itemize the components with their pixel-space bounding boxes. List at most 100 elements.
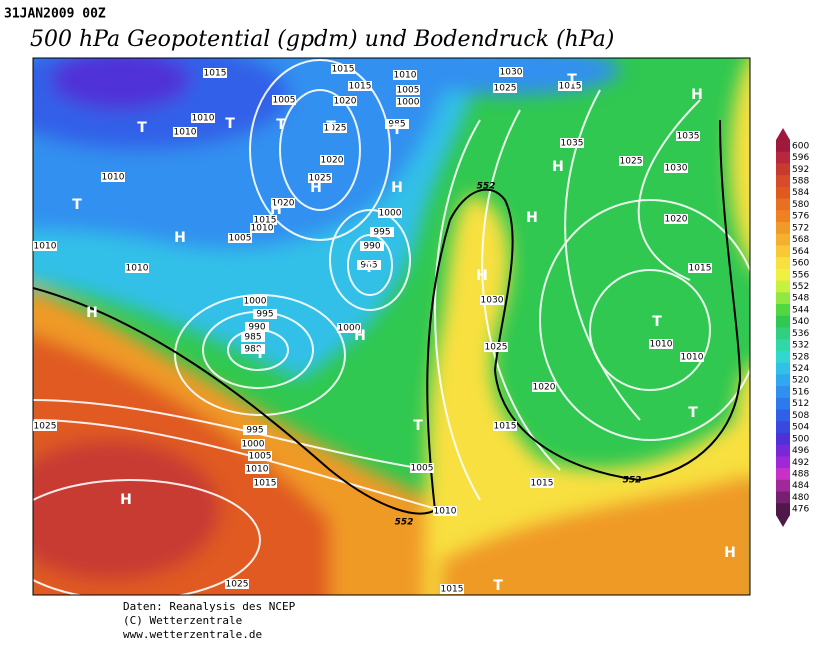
footer-line: www.wetterzentrale.de [123,628,262,641]
isobar-label: 1020 [321,156,344,166]
colorbar-label: 600 [792,141,809,151]
colorbar-label: 516 [792,387,809,397]
isobar-label: 1025 [494,84,517,94]
colorbar-swatch [776,386,790,399]
pressure-center: T [137,120,147,136]
map-frame [32,57,751,596]
isobar-label-bg [396,85,420,95]
isobar-label-bg [357,260,381,270]
colorbar-label: 524 [792,364,809,374]
isobar-label: 1000 [379,209,402,219]
colorbar-swatch [776,503,790,516]
pressure-center: H [526,210,538,226]
pressure-center: T [688,405,698,421]
footer-line: Daten: Reanalysis des NCEP [123,600,296,613]
isobar-label-bg [248,451,272,461]
isobar-label: 995 [246,426,263,436]
isobar-label: 1020 [334,97,357,107]
isobar-label: 1000 [242,440,265,450]
isobar-label-bg [433,506,457,516]
isobar-label-bg [493,83,517,93]
isobar-label-bg [241,344,265,354]
isobar-label-bg [253,478,277,488]
colorbar-swatch [776,468,790,481]
isobar-label-bg [250,223,274,233]
colorbar-swatch [776,186,790,200]
colorbar-swatch [776,163,790,176]
isobar-label-bg [558,81,582,91]
colorbar-label: 512 [792,399,809,409]
isobar-label-bg [243,425,267,435]
colorbar-label: 504 [792,423,809,433]
isobar-label-bg [649,339,673,349]
colorbar-swatch [776,350,790,364]
isobar-label-bg [272,95,296,105]
pressure-center: T [326,119,336,135]
isobar-label: 1010 [394,71,417,81]
isobar-label: 1020 [272,199,295,209]
colorbar-label: 588 [792,177,809,187]
isobar-label: 1010 [681,353,704,363]
isobar-label: 1035 [561,139,584,149]
colorbar-label: 480 [792,493,809,503]
pressure-center: H [86,305,98,321]
isobar-label-bg [228,233,252,243]
isobar-label-bg [664,163,688,173]
isobar-label: 980 [244,345,261,355]
isobar-label: 985 [388,120,405,130]
colorbar-swatch [776,257,790,270]
colorbar-label: 584 [792,188,809,198]
pressure-center: T [567,72,577,88]
colorbar-swatch [776,421,790,434]
colorbar-swatch [776,374,790,387]
colorbar-label: 492 [792,458,809,468]
isobar-label: 1010 [174,128,197,138]
isobar-label-bg [493,421,517,431]
colorbar-label: 508 [792,411,809,421]
colorbar-label: 500 [792,434,809,444]
isobar-label-bg [333,96,357,106]
pressure-center: H [174,230,186,246]
isobar-label: 985 [244,333,261,343]
isobar-label-bg [191,113,215,123]
pressure-center: H [391,180,403,196]
map-date: 31JAN2009 00Z [4,7,106,22]
colorbar-swatch [776,432,790,446]
isobar-label-bg [323,123,347,133]
isobar-label-bg [101,172,125,182]
isobar-label-bg [320,155,344,165]
isobar-label: 1010 [126,264,149,274]
isobar-label: 1030 [481,296,504,306]
isobar-label: 1025 [309,174,332,184]
isobar-label: 1025 [620,157,643,167]
isobar-label: 995 [256,310,273,320]
isobar-label: 1010 [246,465,269,475]
colorbar-swatch [776,339,790,352]
isobar-label: 1015 [494,422,517,432]
colorbar-swatch [776,280,790,293]
isobar-label: 1035 [677,132,700,142]
isobar-label: 1010 [650,340,673,350]
isobar-label: 1005 [397,86,420,96]
height-label: 552 [395,518,414,528]
isobar-label-bg [619,156,643,166]
colorbar-swatch [776,327,790,340]
isobar-label-bg [393,70,417,80]
colorbar-arrow [776,515,790,527]
pressure-center: H [476,268,488,284]
isobar-label-bg [378,208,402,218]
footer-line: (C) Wetterzentrale [123,614,242,627]
isobar-label: 1015 [689,264,712,274]
isobar-label-bg [173,127,197,137]
colorbar-swatch [776,444,790,457]
isobar-label: 1015 [559,82,582,92]
isobar-label: 1005 [249,452,272,462]
pressure-center: T [652,314,662,330]
isobar-label-bg [385,119,409,129]
pressure-center: H [552,159,564,175]
colorbar-swatch [776,233,790,246]
pressure-center: T [72,197,82,213]
isobar-label: 1025 [34,422,57,432]
isobar-label: 1010 [434,507,457,517]
